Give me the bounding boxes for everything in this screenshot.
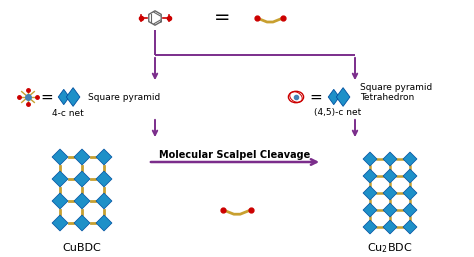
- Polygon shape: [66, 88, 80, 106]
- Text: =: =: [214, 8, 230, 27]
- Polygon shape: [74, 171, 90, 187]
- Polygon shape: [96, 171, 112, 187]
- Text: Cu$_2$BDC: Cu$_2$BDC: [367, 241, 413, 255]
- Text: 4-c net: 4-c net: [52, 108, 84, 117]
- Polygon shape: [96, 149, 112, 165]
- Text: =: =: [41, 89, 54, 105]
- Polygon shape: [363, 220, 377, 234]
- Polygon shape: [336, 88, 350, 106]
- Polygon shape: [383, 186, 397, 200]
- Polygon shape: [403, 186, 417, 200]
- Polygon shape: [74, 149, 90, 165]
- Text: =: =: [310, 89, 322, 105]
- Polygon shape: [328, 89, 339, 105]
- Polygon shape: [383, 203, 397, 217]
- Polygon shape: [52, 149, 68, 165]
- Polygon shape: [52, 171, 68, 187]
- Text: Square pyramid: Square pyramid: [360, 82, 432, 91]
- Polygon shape: [74, 193, 90, 209]
- Text: Molecular Scalpel Cleavage: Molecular Scalpel Cleavage: [159, 150, 310, 160]
- Text: Square pyramid: Square pyramid: [88, 93, 160, 102]
- Polygon shape: [363, 186, 377, 200]
- Polygon shape: [363, 152, 377, 166]
- Text: Tetrahedron: Tetrahedron: [360, 93, 414, 102]
- Polygon shape: [74, 215, 90, 231]
- Text: CuBDC: CuBDC: [63, 243, 101, 253]
- Polygon shape: [96, 193, 112, 209]
- Polygon shape: [403, 203, 417, 217]
- Polygon shape: [58, 89, 69, 105]
- Text: (4,5)-c net: (4,5)-c net: [314, 108, 362, 117]
- Polygon shape: [383, 220, 397, 234]
- Polygon shape: [363, 203, 377, 217]
- Polygon shape: [96, 215, 112, 231]
- Polygon shape: [403, 220, 417, 234]
- Polygon shape: [383, 152, 397, 166]
- Polygon shape: [52, 193, 68, 209]
- Polygon shape: [403, 152, 417, 166]
- Polygon shape: [403, 169, 417, 183]
- Polygon shape: [52, 215, 68, 231]
- Polygon shape: [383, 169, 397, 183]
- Polygon shape: [363, 169, 377, 183]
